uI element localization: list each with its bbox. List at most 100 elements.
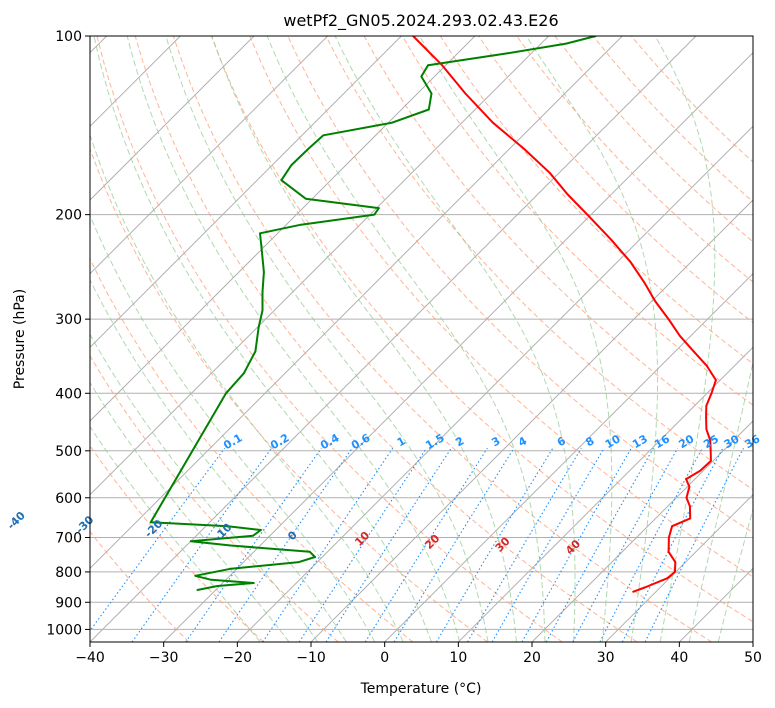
dewpoint-point [308,550,311,553]
temperature-point [692,350,695,353]
isotherm-line [90,36,329,275]
moist-adiabat [165,36,489,642]
isotherm-line [236,125,753,642]
isotherm-line [90,36,623,570]
y-tick-label: 800 [55,565,82,581]
y-tick-label: 100 [55,29,82,45]
dry-adiabat [211,36,753,623]
mixing-ratio-line [298,447,427,642]
temperature-point [699,469,702,472]
temperature-point [685,496,688,499]
moist-adiabat [90,381,290,642]
temperature-point [671,525,673,528]
mixing-ratio-line [572,447,679,642]
temperature-point [586,213,589,216]
dewpoint-point [260,249,263,252]
dry-adiabat [249,36,753,578]
temperature-point [705,405,708,407]
isotherm-line [457,346,753,642]
dewpoint-point [263,271,265,273]
temperature-point [685,478,687,480]
dry-adiabat [90,354,339,642]
isotherm-line [163,51,753,642]
mixing-ratio-lines [90,447,744,642]
mixing-ratio-line [491,447,605,642]
dewpoint-point [261,309,264,312]
dewpoint-point [298,561,300,563]
isotherm-line [90,36,402,349]
dewpoint-point [189,540,192,543]
dewpoint-point [307,148,310,150]
dewpoint-line [149,36,597,591]
x-axis-label: Temperature (°C) [360,681,482,697]
temperature-point [689,517,692,520]
mixing-ratio-line [325,447,452,642]
isotherm-line [605,493,753,642]
isotherm-line [90,36,476,422]
mixing-ratio-line [262,447,394,642]
isotherm-line [90,36,255,201]
temperature-point [710,392,713,395]
dewpoint-point [391,121,393,124]
moist-adiabat [90,333,319,642]
moist-adiabat [90,133,404,642]
moist-adiabat [419,36,613,642]
sounding-series [149,36,717,593]
dewpoint-point [430,92,433,95]
temperature-point [705,416,707,419]
dry-adiabat [90,147,488,642]
mixing-ratio-line [393,447,515,642]
dry-adiabat [325,36,753,491]
y-tick-label: 1000 [46,622,82,638]
y-tick-label: 700 [55,531,82,547]
temperature-point [548,171,551,174]
dry-adiabat [172,36,712,642]
isotherm-line [531,420,753,642]
dry-adiabat [439,36,753,365]
dewpoint-point [196,589,199,591]
mixing-ratio-line [364,447,488,642]
temperature-point [523,148,525,150]
dewpoint-point [300,223,302,226]
isotherm-line [90,36,550,496]
dewpoint-point [259,232,261,235]
moist-adiabat [93,36,432,642]
x-tick-label: 50 [744,650,762,666]
dewpoint-point [322,134,325,137]
dewpoint-point [314,556,316,558]
dewpoint-point [373,213,376,216]
temperature-point [678,334,681,337]
temperature-point [464,92,467,95]
temperature-point [674,561,677,563]
dry-adiabat [90,444,264,642]
x-tick-label: −10 [296,650,326,666]
dewpoint-point [225,392,227,395]
temperature-point [666,577,669,580]
mixing-ratio-line [218,447,353,642]
x-tick-label: −30 [149,650,179,666]
temperature-point [629,260,632,263]
temperature-point [674,571,676,573]
temperature-line [412,36,717,593]
temperature-point [667,550,670,553]
x-tick-label: 10 [449,650,467,666]
pressure-gridlines [90,36,753,630]
temperature-point [705,428,708,431]
mixing-ratio-line [621,447,724,642]
dewpoint-point [230,567,233,570]
mixing-ratio-line [90,447,226,632]
dewpoint-point [427,108,430,111]
mixing-ratio-line [467,447,582,642]
isotherm-line [752,641,753,642]
moist-adiabat [334,36,576,642]
dewpoint-point [304,197,307,200]
mixing-ratio-line [644,447,744,642]
moist-adiabat [90,214,376,642]
temperature-point [709,439,712,442]
dry-adiabat-label: -40 [5,509,28,532]
dewpoint-point [149,521,152,524]
y-tick-label: 900 [55,595,82,611]
dewpoint-point [280,179,283,182]
temperature-point [715,379,717,381]
temperature-point [566,193,569,196]
